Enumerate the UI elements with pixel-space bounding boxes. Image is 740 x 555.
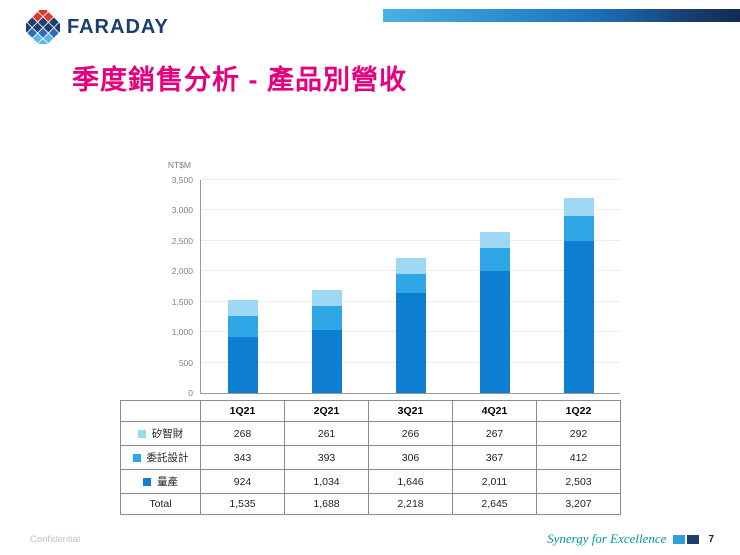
bar-segment <box>228 336 258 393</box>
footer-square-dark-icon <box>687 534 700 544</box>
table-row: 矽智財 268 261 266 267 292 <box>120 421 621 446</box>
bar-segment <box>396 258 426 275</box>
legend-cell: 矽智財 <box>120 421 201 446</box>
bar-column-4Q21 <box>453 180 537 393</box>
y-tick-label: 1,500 <box>171 296 193 307</box>
value-cell: 924 <box>200 469 285 494</box>
series-name: 委託設計 <box>146 452 189 464</box>
value-cell: 393 <box>284 445 369 470</box>
value-cell: 367 <box>452 445 537 470</box>
legend-cell: 量產 <box>120 469 201 494</box>
brand-text: FARADAY <box>67 15 169 38</box>
value-cell: 2,011 <box>452 469 537 494</box>
y-tick-label: 2,500 <box>171 235 193 246</box>
header-gradient-bar <box>383 9 740 22</box>
bar-column-1Q21 <box>201 180 285 393</box>
gridline <box>201 179 620 180</box>
bar-column-2Q21 <box>285 180 369 393</box>
total-value-cell: 2,218 <box>368 493 453 515</box>
total-value-cell: 1,535 <box>200 493 285 515</box>
y-tick-label: 3,500 <box>171 175 193 185</box>
faraday-diamond-icon <box>26 10 60 44</box>
value-cell: 343 <box>200 445 285 470</box>
bar-segment <box>228 299 258 316</box>
bar-segment <box>312 330 342 393</box>
bar-segment <box>564 197 594 216</box>
bar-segment <box>312 290 342 307</box>
quarter-header: 2Q21 <box>284 400 369 422</box>
bar-column-3Q21 <box>369 180 453 393</box>
table-corner-cell <box>120 400 201 422</box>
quarter-header: 1Q21 <box>200 400 285 422</box>
series-name: 矽智財 <box>151 428 184 440</box>
stacked-bar <box>564 180 594 393</box>
bar-segment <box>396 274 426 293</box>
y-tick-label: 1,000 <box>171 327 193 338</box>
page-number: 7 <box>708 533 714 545</box>
y-axis-unit-label: NT$M <box>167 160 191 170</box>
bar-column-1Q22 <box>537 180 621 393</box>
page-title: 季度銷售分析 - 產品別營收 <box>72 65 407 95</box>
confidential-label: Confidential <box>30 534 81 545</box>
total-label: Total <box>120 493 201 515</box>
quarter-header: 3Q21 <box>368 400 453 422</box>
bar-segment <box>480 270 510 393</box>
total-value-cell: 2,645 <box>452 493 537 515</box>
value-cell: 261 <box>284 421 369 446</box>
bar-segment <box>480 248 510 271</box>
stacked-bar <box>312 180 342 393</box>
value-cell: 268 <box>200 421 285 446</box>
quarter-header: 4Q21 <box>452 400 537 422</box>
legend-cell: 委託設計 <box>120 445 201 470</box>
total-value-cell: 3,207 <box>536 493 621 515</box>
value-cell: 266 <box>368 421 453 446</box>
legend-swatch-icon <box>132 453 141 462</box>
bar-segment <box>396 292 426 393</box>
data-table: 1Q21 2Q21 3Q21 4Q21 1Q22 矽智財 268 261 266 267 292 委託… <box>120 400 621 515</box>
bar-segment <box>564 240 594 393</box>
y-tick-label: 500 <box>178 357 193 368</box>
bar-segment <box>228 315 258 337</box>
brand-logo: FARADAY <box>26 10 169 44</box>
bar-segment <box>480 232 510 249</box>
total-value-cell: 1,688 <box>284 493 369 515</box>
tagline: Synergy for Excellence <box>547 531 667 546</box>
stacked-bar <box>228 180 258 393</box>
value-cell: 1,034 <box>284 469 369 494</box>
value-cell: 267 <box>452 421 537 446</box>
legend-swatch-icon <box>137 429 146 438</box>
total-row: Total 1,535 1,688 2,218 2,645 3,207 <box>120 493 621 515</box>
value-cell: 292 <box>536 421 621 446</box>
footer-square-light-icon <box>673 534 686 544</box>
value-cell: 412 <box>536 445 621 470</box>
y-tick-label: 2,000 <box>171 266 193 277</box>
plot-area: NT$M 0 500 1,000 1,500 2,000 2,500 3,000 3,500 <box>168 160 621 398</box>
bar-segment <box>564 215 594 241</box>
gridline <box>201 209 620 211</box>
value-cell: 1,646 <box>368 469 453 494</box>
table-row: 委託設計 343 393 306 367 412 <box>120 445 621 470</box>
chart-table-block: NT$M 0 500 1,000 1,500 2,000 2,500 3,000 3,500 … <box>120 150 621 515</box>
value-cell: 306 <box>368 445 453 470</box>
value-cell: 2,503 <box>536 469 621 494</box>
y-tick-label: 0 <box>188 388 193 398</box>
bar-segment <box>312 306 342 331</box>
stacked-bar <box>396 180 426 393</box>
legend-swatch-icon <box>143 477 151 486</box>
series-name: 量產 <box>157 476 178 488</box>
y-tick-label: 3,000 <box>171 205 193 216</box>
quarter-header: 1Q22 <box>536 400 621 422</box>
stacked-bar <box>480 180 510 393</box>
gridline <box>201 239 620 241</box>
table-row: 量產 924 1,034 1,646 2,011 2,503 <box>120 469 621 494</box>
footer-right: Synergy for Excellence 7 <box>547 531 714 547</box>
table-header-row: 1Q21 2Q21 3Q21 4Q21 1Q22 <box>120 400 621 422</box>
